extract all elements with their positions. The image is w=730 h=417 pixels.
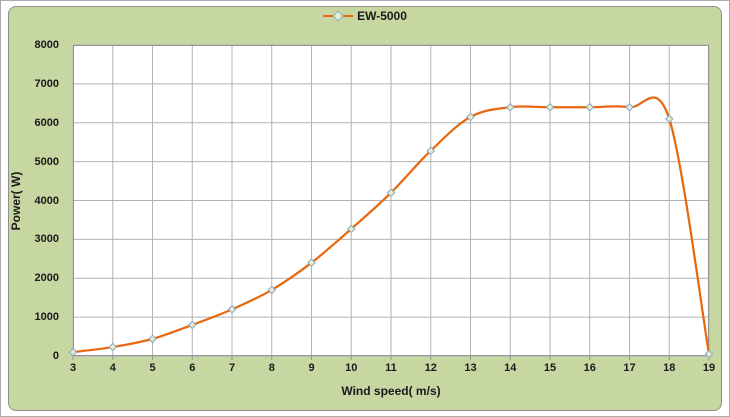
data-point-marker [148, 334, 157, 344]
legend: EW-5000 [323, 9, 407, 23]
x-tick-label: 6 [189, 362, 196, 374]
y-tick-label: 0 [52, 350, 59, 362]
x-tick-label: 19 [702, 362, 716, 374]
x-tick-label: 18 [663, 362, 676, 374]
y-tick-label: 6000 [34, 116, 59, 129]
data-point-marker [545, 102, 555, 112]
y-axis-title: Power( W) [9, 171, 23, 231]
data-point-marker [585, 102, 595, 112]
x-tick-label: 3 [69, 362, 77, 374]
x-tick-label: 17 [623, 362, 636, 374]
x-tick-label: 9 [308, 362, 315, 374]
data-point-marker [187, 320, 197, 330]
plot-area-svg [68, 44, 714, 360]
x-tick-label: 4 [109, 362, 116, 374]
y-tick-label: 8000 [34, 39, 59, 51]
data-point-marker [346, 224, 356, 234]
data-point-marker [68, 347, 78, 357]
data-point-marker [267, 285, 277, 295]
data-point-marker [426, 146, 436, 156]
y-tick-label: 1000 [34, 311, 59, 324]
data-point-marker [704, 349, 714, 359]
x-tick-label: 12 [424, 362, 437, 374]
data-point-marker [505, 102, 515, 112]
legend-diamond-marker-icon [332, 10, 344, 22]
data-point-marker [307, 258, 316, 268]
y-tick-label: 5000 [34, 155, 59, 168]
data-point-marker [227, 305, 237, 314]
y-tick-label: 7000 [34, 77, 59, 90]
x-axis-title: Wind speed( m/s) [341, 384, 441, 398]
legend-line-swatch [323, 10, 354, 22]
x-tick-label: 7 [228, 362, 236, 374]
data-point-marker [625, 102, 634, 112]
y-tick-label: 2000 [34, 272, 59, 285]
y-tick-label: 4000 [34, 194, 59, 207]
x-tick-label: 10 [345, 362, 358, 374]
legend-label: EW-5000 [357, 9, 407, 23]
x-tick-label: 13 [464, 362, 477, 374]
x-tick-label: 5 [149, 362, 156, 374]
x-tick-label: 11 [385, 362, 397, 374]
data-point-marker [386, 188, 396, 198]
y-tick-label: 3000 [34, 233, 59, 246]
plot-border [73, 45, 709, 356]
x-tick-label: 14 [504, 362, 517, 374]
x-tick-label: 8 [268, 362, 275, 374]
x-tick-label: 15 [543, 362, 557, 374]
data-point-marker [108, 342, 118, 352]
data-point-marker [466, 112, 475, 122]
plot-area [68, 44, 714, 360]
x-tick-label: 16 [583, 362, 596, 374]
data-point-marker [664, 114, 674, 124]
